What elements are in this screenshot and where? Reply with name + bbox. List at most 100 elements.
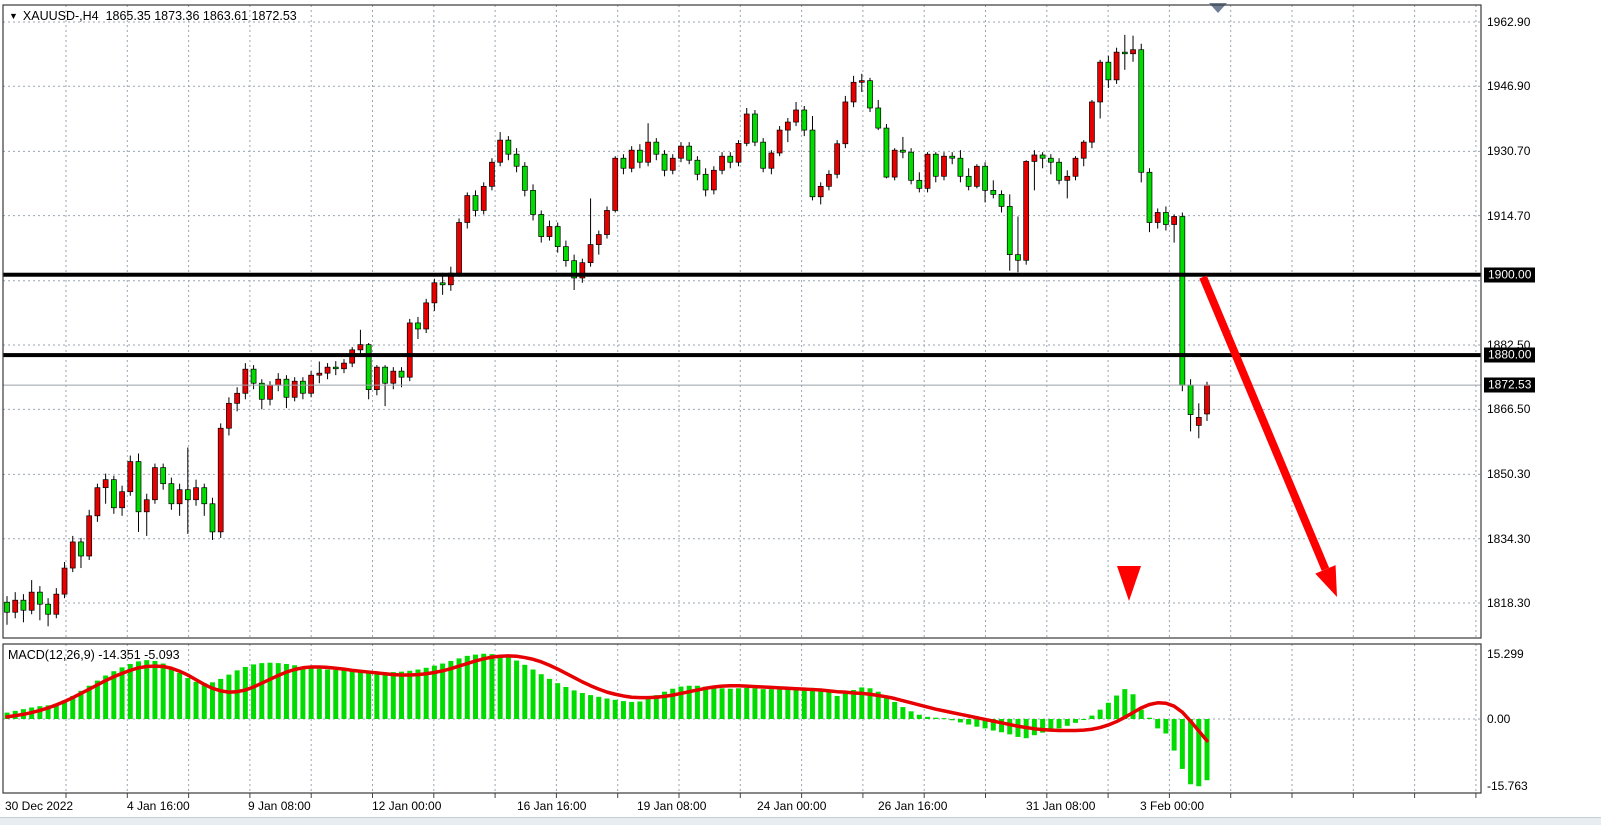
macd-bar <box>497 655 503 719</box>
candle <box>793 109 799 123</box>
candle <box>456 222 462 274</box>
macd-bar <box>456 658 462 719</box>
macd-bar <box>399 671 405 719</box>
candle <box>332 366 339 370</box>
candle <box>965 175 972 187</box>
candle <box>587 244 594 264</box>
macd-bar <box>933 717 939 719</box>
candle <box>267 384 273 400</box>
candle <box>1138 49 1145 173</box>
candle <box>661 153 668 171</box>
macd-bar <box>209 682 215 719</box>
macd-bar <box>144 660 150 719</box>
candle <box>595 234 602 245</box>
macd-bar <box>1130 694 1136 719</box>
macd-bar <box>472 654 478 719</box>
macd-bar <box>1179 719 1185 769</box>
price-level-line-1880.00[interactable] <box>3 353 1481 358</box>
macd-bar <box>612 699 618 719</box>
symbol-ohlc-text: XAUUSD-,H4 1865.35 1873.36 1863.61 1872.… <box>22 9 297 23</box>
price-level-badge: 1900.00 <box>1484 267 1536 283</box>
candle <box>1154 212 1161 223</box>
macd-bar <box>53 703 59 719</box>
candle <box>341 362 347 370</box>
macd-bar <box>325 669 331 719</box>
candle <box>53 593 60 615</box>
macd-bar <box>193 681 199 719</box>
candle <box>743 113 750 144</box>
macd-bar <box>974 719 980 727</box>
candle <box>858 80 865 83</box>
candle <box>480 185 487 211</box>
macd-bar <box>522 664 528 719</box>
candle <box>1015 254 1021 261</box>
candle <box>37 591 43 605</box>
indicator-axis-label: -15.763 <box>1487 779 1528 794</box>
macd-bar <box>719 688 725 719</box>
candle <box>900 149 906 153</box>
macd-bar <box>1072 719 1078 723</box>
price-level-badge: 1880.00 <box>1484 347 1536 363</box>
candle <box>1006 206 1013 255</box>
candle <box>4 601 10 613</box>
sell-signal-triangle-icon[interactable] <box>1117 566 1141 601</box>
macd-bar <box>136 661 142 719</box>
macd-bar <box>629 701 635 719</box>
candle-wicks <box>6 34 1208 627</box>
candle <box>612 157 619 211</box>
macd-bar <box>78 690 84 719</box>
macd-bar <box>859 687 865 719</box>
time-axis-label: 12 Jan 00:00 <box>372 799 442 813</box>
candle <box>472 195 479 211</box>
horizontal-scrollbar[interactable] <box>0 817 1601 825</box>
chart-symbol-title: ▼ XAUUSD-,H4 1865.35 1873.36 1863.61 1872… <box>9 9 297 23</box>
macd-bar <box>234 670 240 719</box>
macd-bar <box>94 680 100 719</box>
macd-bar <box>103 675 109 719</box>
macd-bar <box>300 666 306 719</box>
candle <box>300 380 306 394</box>
macd-bar <box>1138 709 1144 719</box>
candle <box>1089 101 1095 143</box>
macd-bar <box>226 674 232 719</box>
macd-bar <box>1040 719 1046 733</box>
macd-bar <box>925 716 931 719</box>
candle <box>546 226 553 237</box>
candle <box>776 129 783 154</box>
macd-bar <box>45 705 51 719</box>
candle <box>752 113 758 143</box>
candle <box>316 372 323 376</box>
macd-bar <box>357 671 363 719</box>
candle <box>571 260 577 279</box>
candles-series[interactable] <box>4 49 1210 615</box>
time-axis-label: 9 Jan 08:00 <box>248 799 311 813</box>
time-axis-label: 4 Jan 16:00 <box>127 799 190 813</box>
macd-bar <box>546 678 552 719</box>
macd-histogram <box>4 653 1210 787</box>
candle <box>127 461 134 493</box>
macd-bar <box>1048 719 1054 731</box>
candle <box>69 541 76 569</box>
candle <box>45 603 51 615</box>
candle <box>152 467 158 501</box>
price-axis-label: 1946.90 <box>1487 79 1531 94</box>
macd-bar <box>1097 709 1103 719</box>
indicator-axis-label: 15.299 <box>1487 646 1524 661</box>
macd-bar <box>908 711 914 719</box>
macd-bar <box>949 719 955 721</box>
macd-bar <box>662 691 668 719</box>
candle <box>102 479 109 489</box>
candle <box>735 142 742 163</box>
candle <box>1072 157 1079 177</box>
main-pane-border <box>2 4 1482 639</box>
candle <box>867 80 873 109</box>
candle <box>291 380 298 398</box>
candle <box>184 489 191 501</box>
trend-arrow-shaft[interactable] <box>1199 275 1330 571</box>
macd-signal-line <box>5 654 1209 743</box>
macd-bar <box>1007 719 1013 735</box>
price-level-line-1900.00[interactable] <box>3 272 1481 277</box>
macd-bar <box>1171 719 1177 751</box>
